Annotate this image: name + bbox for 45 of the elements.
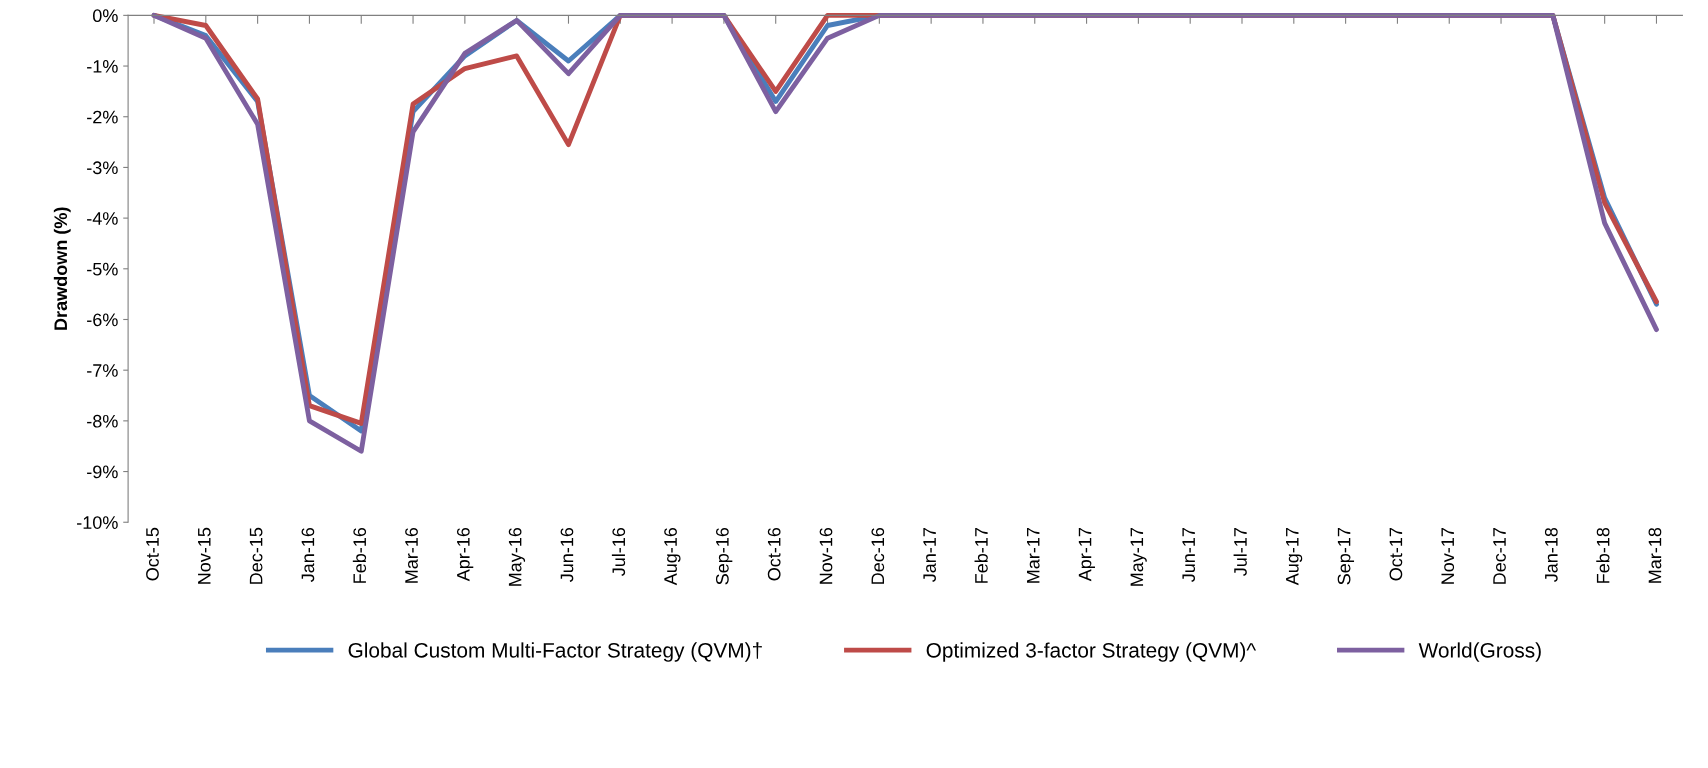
legend-label: Global Custom Multi-Factor Strategy (QVM)†	[348, 642, 762, 662]
x-tick-label: Mar-16	[405, 527, 418, 583]
y-tick-label: -4%	[87, 212, 118, 225]
y-tick-label: -9%	[87, 465, 118, 479]
x-tick-label: May-16	[508, 527, 526, 586]
x-tick-label: Apr-17	[1078, 528, 1095, 582]
y-tick-label: -8%	[87, 414, 118, 428]
x-tick-label: Oct-16	[767, 527, 781, 581]
y-tick-label: -10%	[77, 516, 118, 529]
x-tick-label: Jul-16	[611, 527, 626, 576]
x-tick-label: Jan-18	[1544, 527, 1558, 583]
x-tick-label: Jun-16	[560, 527, 574, 583]
x-tick-label: Oct-15	[146, 527, 159, 581]
y-tick-label: -7%	[87, 364, 118, 377]
x-tick-label: Mar-17	[1027, 528, 1040, 583]
x-tick-label: Sep-17	[1337, 528, 1355, 585]
y-tick-label: -3%	[87, 161, 118, 175]
x-tick-label: Nov-15	[198, 527, 211, 584]
x-tick-label: Feb-18	[1596, 527, 1610, 583]
x-tick-label: Oct-17	[1389, 528, 1403, 581]
x-tick-label: Aug-17	[1286, 528, 1303, 586]
legend-label: World(Gross)	[1418, 642, 1541, 662]
x-tick-label: Aug-16	[664, 527, 681, 586]
x-tick-label: Dec-17	[1493, 528, 1506, 584]
x-tick-label: Nov-17	[1441, 528, 1455, 584]
x-tick-label: Sep-16	[715, 527, 733, 585]
y-axis-title: Drawdown (%)	[53, 207, 71, 330]
x-tick-label: Feb-16	[352, 527, 367, 583]
x-tick-label: Jun-17	[1182, 528, 1196, 583]
y-tick-label: -2%	[87, 110, 118, 124]
x-tick-label: Jan-17	[923, 528, 936, 583]
x-tick-label: Jul-17	[1233, 528, 1247, 576]
x-tick-label: Nov-16	[819, 527, 833, 584]
x-tick-label: Apr-16	[456, 527, 474, 582]
y-tick-label: 0%	[92, 9, 118, 23]
legend-label: Optimized 3-factor Strategy (QVM)^	[926, 642, 1257, 662]
x-tick-label: Dec-16	[871, 527, 885, 584]
x-tick-label: Mar-18	[1648, 527, 1662, 583]
y-tick-label: -5%	[87, 262, 118, 276]
x-tick-label: May-17	[1130, 528, 1147, 586]
x-tick-label: Dec-15	[249, 527, 263, 584]
y-tick-label: -1%	[87, 60, 118, 73]
y-tick-label: -6%	[87, 313, 118, 327]
x-tick-label: Feb-17	[974, 528, 988, 583]
x-tick-label: Jan-16	[301, 527, 315, 583]
